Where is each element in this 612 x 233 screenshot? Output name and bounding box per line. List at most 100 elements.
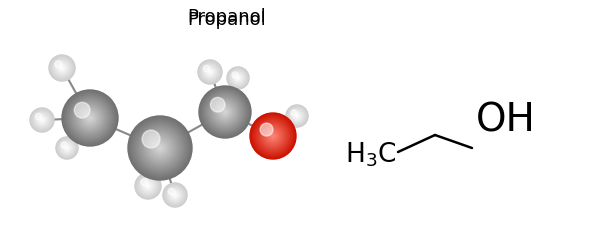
Circle shape	[61, 66, 64, 70]
Circle shape	[151, 139, 169, 157]
Circle shape	[71, 99, 109, 137]
Circle shape	[82, 110, 98, 126]
Circle shape	[54, 60, 70, 76]
Text: Propanol: Propanol	[187, 11, 266, 29]
Circle shape	[198, 61, 222, 83]
Circle shape	[65, 146, 69, 150]
Circle shape	[164, 184, 186, 206]
Circle shape	[72, 100, 108, 136]
Circle shape	[133, 121, 187, 175]
Circle shape	[168, 188, 175, 195]
Circle shape	[63, 91, 117, 145]
Circle shape	[144, 182, 152, 190]
Circle shape	[165, 185, 185, 205]
Circle shape	[265, 128, 282, 144]
Circle shape	[203, 64, 218, 80]
Circle shape	[88, 116, 92, 120]
Circle shape	[140, 178, 156, 194]
Circle shape	[230, 69, 247, 87]
Circle shape	[54, 61, 69, 75]
Circle shape	[263, 126, 283, 146]
Circle shape	[76, 105, 103, 131]
Circle shape	[229, 69, 247, 87]
Circle shape	[296, 115, 298, 117]
Circle shape	[294, 113, 300, 119]
Circle shape	[78, 106, 102, 130]
Circle shape	[233, 73, 243, 83]
Circle shape	[58, 64, 66, 72]
Circle shape	[166, 186, 184, 204]
Circle shape	[233, 72, 244, 84]
Circle shape	[51, 57, 73, 79]
Circle shape	[135, 122, 185, 174]
Circle shape	[232, 72, 244, 84]
Circle shape	[136, 175, 160, 197]
Circle shape	[171, 191, 179, 199]
Circle shape	[256, 120, 289, 153]
Circle shape	[59, 140, 75, 156]
Circle shape	[170, 190, 180, 200]
Circle shape	[207, 69, 214, 75]
Circle shape	[211, 97, 239, 127]
Circle shape	[58, 64, 65, 72]
Circle shape	[31, 109, 53, 131]
Circle shape	[288, 107, 306, 125]
Circle shape	[174, 194, 176, 196]
Circle shape	[214, 101, 236, 123]
Circle shape	[60, 141, 74, 155]
Circle shape	[236, 75, 241, 81]
Text: OH: OH	[476, 101, 536, 139]
Circle shape	[54, 61, 62, 68]
Circle shape	[269, 132, 277, 140]
Circle shape	[59, 140, 75, 156]
Circle shape	[294, 113, 300, 120]
Circle shape	[144, 182, 152, 190]
Circle shape	[292, 111, 302, 121]
Circle shape	[142, 180, 154, 192]
Circle shape	[167, 187, 182, 203]
Circle shape	[67, 94, 113, 141]
Circle shape	[59, 65, 65, 71]
Circle shape	[132, 120, 188, 176]
Circle shape	[141, 179, 155, 193]
Circle shape	[41, 119, 43, 121]
Circle shape	[215, 103, 234, 121]
Text: H$_3$C: H$_3$C	[345, 141, 397, 169]
Circle shape	[75, 103, 105, 133]
Circle shape	[30, 108, 54, 132]
Circle shape	[143, 181, 152, 191]
Circle shape	[49, 55, 75, 81]
Circle shape	[135, 174, 160, 199]
Circle shape	[253, 116, 293, 156]
Circle shape	[61, 142, 67, 148]
Circle shape	[223, 110, 227, 114]
Circle shape	[61, 141, 73, 155]
Circle shape	[286, 105, 308, 127]
Circle shape	[202, 64, 218, 80]
Circle shape	[31, 109, 53, 131]
Circle shape	[256, 119, 291, 154]
Circle shape	[166, 186, 184, 204]
Circle shape	[70, 98, 110, 138]
Circle shape	[136, 174, 160, 198]
Circle shape	[128, 116, 192, 180]
Circle shape	[55, 61, 69, 75]
Circle shape	[288, 107, 306, 125]
Circle shape	[32, 110, 52, 130]
Circle shape	[206, 93, 244, 131]
Circle shape	[212, 99, 239, 126]
Circle shape	[138, 126, 182, 170]
Circle shape	[32, 110, 51, 130]
Circle shape	[89, 117, 91, 119]
Circle shape	[147, 185, 149, 187]
Circle shape	[143, 181, 153, 191]
Circle shape	[40, 118, 44, 122]
Circle shape	[252, 115, 294, 157]
Circle shape	[56, 137, 78, 159]
Circle shape	[262, 125, 284, 147]
Circle shape	[291, 110, 303, 122]
Circle shape	[136, 124, 184, 172]
Circle shape	[207, 94, 243, 130]
Circle shape	[208, 70, 212, 74]
Circle shape	[163, 183, 187, 206]
